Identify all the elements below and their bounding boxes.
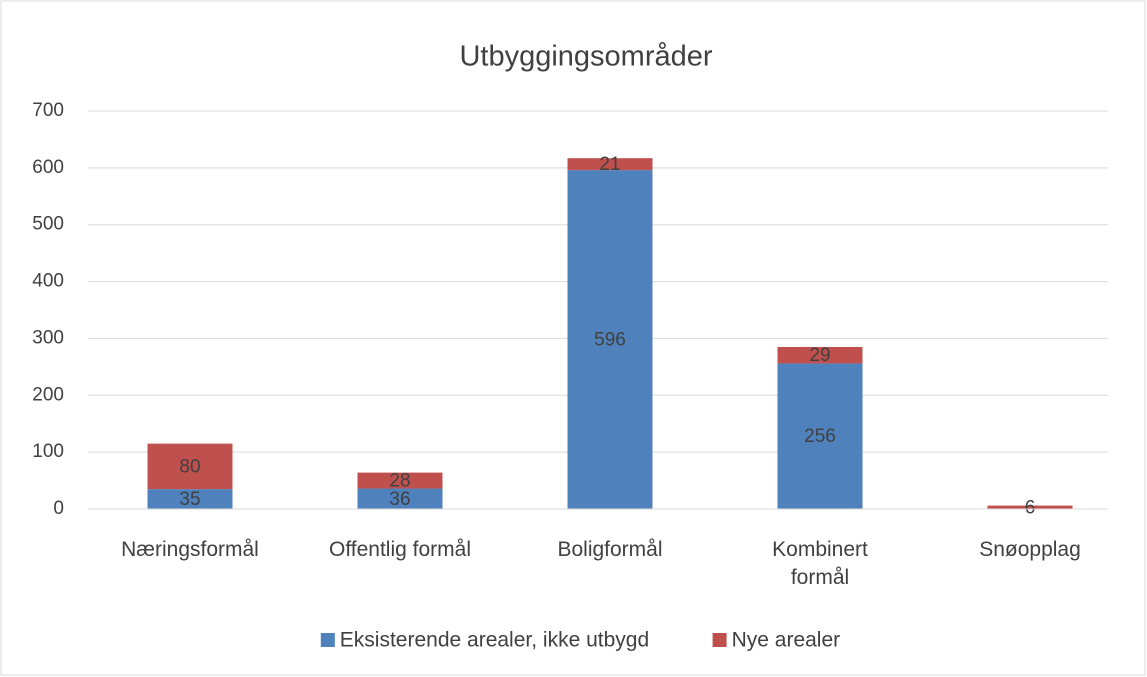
- y-tick-label: 0: [53, 498, 64, 519]
- bar-segment: [777, 346, 863, 364]
- chart-title: Utbyggingsområder: [459, 41, 712, 73]
- bar-segment: [987, 505, 1073, 509]
- x-tick-label: Offentlig formål: [328, 538, 471, 561]
- bar-segment: [567, 170, 653, 510]
- data-label: 29: [809, 345, 830, 366]
- data-label: 6: [1025, 497, 1036, 518]
- y-tick-label: 600: [32, 157, 64, 178]
- y-tick-label: 100: [32, 441, 64, 462]
- x-tick-label: Kombinert formål: [772, 538, 868, 589]
- data-label: 28: [389, 471, 410, 492]
- y-tick-label: 700: [32, 100, 64, 121]
- bar-segment: [357, 488, 443, 509]
- legend-label: Nye arealer: [732, 629, 841, 652]
- data-label: 35: [179, 489, 200, 510]
- legend-label: Eksisterende arealer, ikke utbygd: [340, 629, 649, 652]
- data-label: 36: [389, 489, 410, 510]
- bar-segment: [567, 158, 653, 171]
- data-label: 21: [599, 154, 620, 175]
- y-tick-label: 500: [32, 214, 64, 235]
- data-label: 596: [594, 330, 626, 351]
- y-tick-label: 200: [32, 384, 64, 405]
- x-tick-label: Boligformål: [557, 538, 663, 561]
- x-tick-label: Snøopplag: [979, 538, 1081, 561]
- legend-swatch: [320, 633, 335, 647]
- legend-swatch: [712, 633, 727, 647]
- bar-segment: [777, 363, 863, 509]
- y-tick-label: 300: [32, 327, 64, 348]
- data-label: 256: [804, 426, 836, 447]
- x-tick-label: Næringsformål: [121, 538, 259, 561]
- bar-segment: [357, 472, 443, 489]
- data-label: 80: [179, 456, 200, 477]
- bar-segment: [147, 489, 233, 509]
- y-tick-label: 400: [32, 271, 64, 292]
- bar-segment: [147, 443, 233, 490]
